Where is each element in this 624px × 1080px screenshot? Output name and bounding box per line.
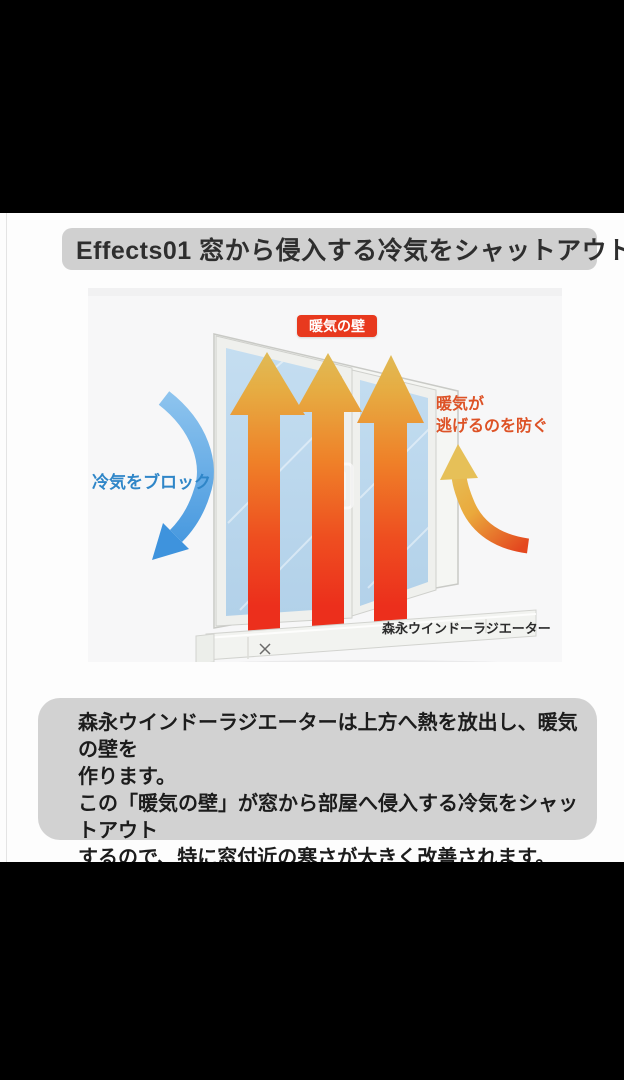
section-title: Effects01 窓から侵入する冷気をシャットアウト <box>76 237 624 265</box>
product-label: 森永ウインドーラジエーター <box>382 621 551 636</box>
warm-air-label-line2: 逃げるのを防ぐ <box>436 418 549 435</box>
warm-air-label: 暖気が 逃げるのを防ぐ <box>436 394 548 438</box>
letterbox-top <box>0 0 624 213</box>
heat-arrows-icon <box>230 352 424 640</box>
left-edge-line <box>6 213 7 862</box>
warm-air-wall-badge: 暖気の壁 <box>297 315 377 337</box>
warm-air-label-line1: 暖気が <box>436 396 485 413</box>
cold-air-arrow-icon <box>152 391 214 560</box>
description-text: 森永ウインドーラジエーターは上方へ熱を放出し、暖気の壁を 作ります。 この「暖気… <box>78 712 578 869</box>
heat-arrow-middle <box>295 353 362 633</box>
window-radiator-illustration <box>152 333 537 662</box>
heat-arrow-right <box>357 355 424 628</box>
radiator-mark-icon <box>259 643 271 655</box>
section-header: Effects01 窓から侵入する冷気をシャットアウト <box>62 228 624 270</box>
slide: Effects01 窓から侵入する冷気をシャットアウト <box>0 213 624 869</box>
warm-air-arrow-icon <box>440 444 530 554</box>
cold-air-label: 冷気をブロック <box>92 473 211 492</box>
letterbox-bottom <box>0 862 624 1080</box>
effect-diagram: 暖気の壁 冷気をブロック 暖気が 逃げるのを防ぐ 森永ウインドーラジエーター <box>88 288 562 662</box>
diagram-top-strip <box>88 288 562 296</box>
description-box: 森永ウインドーラジエーターは上方へ熱を放出し、暖気の壁を 作ります。 この「暖気… <box>38 698 597 869</box>
heat-arrow-left <box>230 352 305 640</box>
radiator-illustration <box>195 609 537 662</box>
